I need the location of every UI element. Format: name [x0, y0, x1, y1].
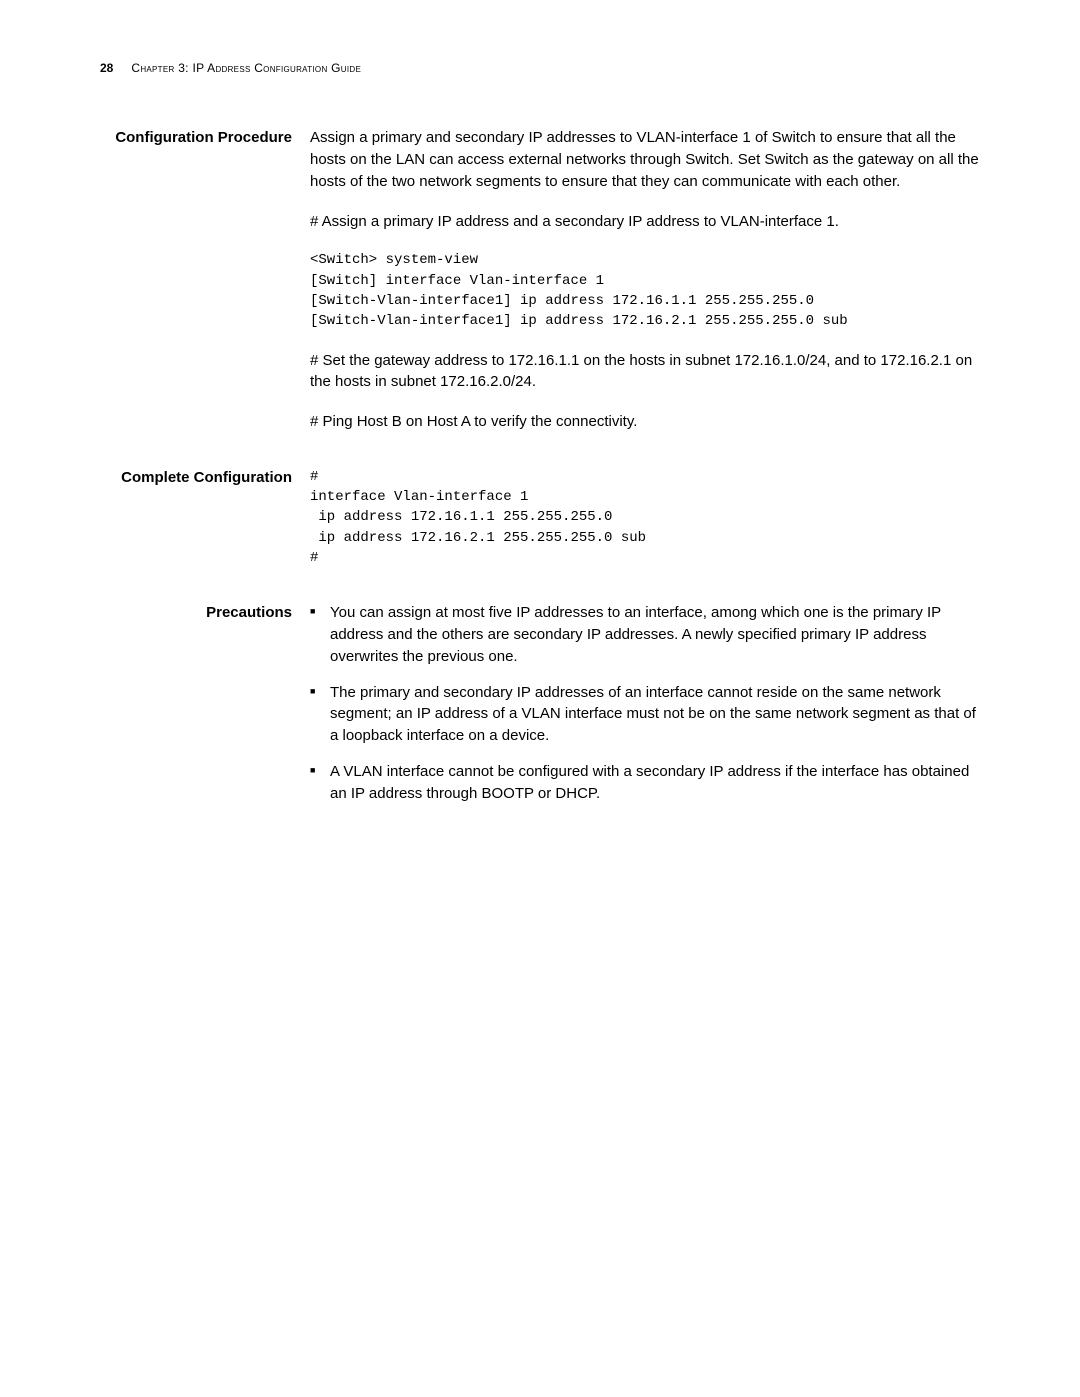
page-number: 28: [100, 60, 113, 77]
section-precautions: Precautions You can assign at most five …: [100, 602, 980, 818]
intro-paragraph: Assign a primary and secondary IP addres…: [310, 127, 980, 192]
section-label: Complete Configuration: [100, 467, 310, 489]
precautions-list: You can assign at most five IP addresses…: [310, 602, 980, 804]
section-content: Assign a primary and secondary IP addres…: [310, 127, 980, 450]
section-complete-configuration: Complete Configuration # interface Vlan-…: [100, 467, 980, 586]
step-text: # Ping Host B on Host A to verify the co…: [310, 411, 980, 433]
section-content: # interface Vlan-interface 1 ip address …: [310, 467, 980, 586]
section-label: Precautions: [100, 602, 310, 624]
section-configuration-procedure: Configuration Procedure Assign a primary…: [100, 127, 980, 450]
list-item: You can assign at most five IP addresses…: [310, 602, 980, 667]
page-header: 28 Chapter 3: IP Address Configuration G…: [100, 60, 980, 77]
section-content: You can assign at most five IP addresses…: [310, 602, 980, 818]
chapter-title: Chapter 3: IP Address Configuration Guid…: [131, 60, 361, 77]
list-item: The primary and secondary IP addresses o…: [310, 682, 980, 747]
section-label: Configuration Procedure: [100, 127, 310, 149]
step-text: # Assign a primary IP address and a seco…: [310, 211, 980, 233]
code-block: <Switch> system-view [Switch] interface …: [310, 250, 980, 331]
list-item: A VLAN interface cannot be configured wi…: [310, 761, 980, 805]
step-text: # Set the gateway address to 172.16.1.1 …: [310, 350, 980, 394]
code-block: # interface Vlan-interface 1 ip address …: [310, 467, 980, 568]
